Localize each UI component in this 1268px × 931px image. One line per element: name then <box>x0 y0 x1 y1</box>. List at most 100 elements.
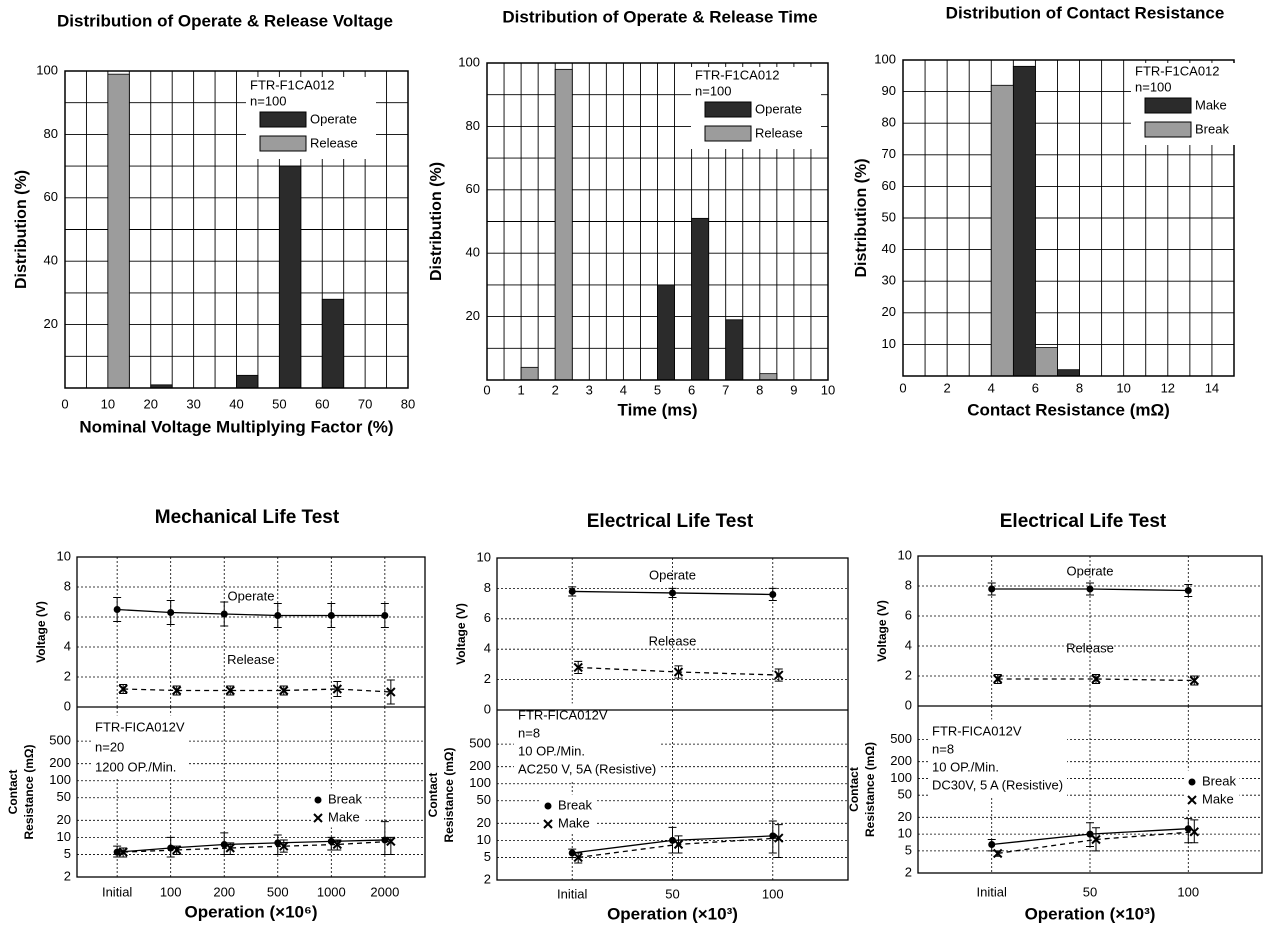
series-label: Release <box>649 633 697 648</box>
marker <box>573 852 583 863</box>
annotation: FTR-F1CA012 <box>1135 63 1220 78</box>
marker <box>1189 675 1199 686</box>
marker <box>1091 834 1101 845</box>
y-tick-label: 10 <box>57 829 71 844</box>
marker <box>1184 825 1192 833</box>
x-tick-label: 2 <box>552 382 559 397</box>
annotation: FTR-FICA012V <box>95 719 185 734</box>
x-tick-label: 12 <box>1161 380 1175 395</box>
marker <box>225 843 235 853</box>
y-tick-label: 60 <box>44 189 58 204</box>
y-tick-label: 20 <box>882 304 896 319</box>
marker <box>274 839 282 847</box>
y-tick-label: 80 <box>882 115 896 130</box>
y-axis-label: Voltage (V) <box>454 603 468 665</box>
marker <box>167 609 175 616</box>
bar <box>1012 65 1036 377</box>
annotation: FTR-FICA012V <box>518 707 608 722</box>
x-tick-label: 500 <box>267 884 289 899</box>
label-background <box>91 715 189 779</box>
y-tick-label: 10 <box>477 549 491 564</box>
y-tick-label: 10 <box>57 548 71 563</box>
marker <box>769 832 777 840</box>
x-axis-label: Operation (×10³) <box>1025 904 1156 923</box>
x-tick-label: 8 <box>1076 380 1083 395</box>
marker <box>171 685 182 696</box>
legend-label: Break <box>1195 121 1229 136</box>
x-axis-label: Nominal Voltage Multiplying Factor (%) <box>79 417 393 436</box>
x-tick-label: 6 <box>688 382 695 397</box>
y-tick-label: 200 <box>469 758 491 773</box>
bar <box>107 73 130 389</box>
bar <box>554 68 573 381</box>
marker <box>381 612 389 619</box>
legend-swatch <box>1144 121 1192 138</box>
x-tick-label: 2 <box>944 380 951 395</box>
y-axis-label: Resistance (mΩ) <box>442 748 456 843</box>
legend-swatch <box>704 101 752 118</box>
bar <box>1035 347 1058 377</box>
x-axis-label: Operation (×10³) <box>607 904 738 923</box>
plot-frame <box>486 62 829 381</box>
y-tick-label: 4 <box>905 637 912 652</box>
y-axis-label: Distribution (%) <box>853 158 870 277</box>
y-axis-label: Contact <box>6 770 20 815</box>
y-tick-label: 50 <box>882 209 896 224</box>
y-tick-label: 40 <box>882 241 896 256</box>
marker <box>774 833 784 843</box>
marker <box>279 841 289 851</box>
legend-label: Release <box>755 125 803 140</box>
y-tick-label: 4 <box>484 641 491 656</box>
y-tick-label: 4 <box>64 638 71 653</box>
y-tick-label: 0 <box>64 698 71 713</box>
legend-swatch <box>704 125 752 142</box>
annotation: 10 OP./Min. <box>932 759 999 774</box>
legend-swatch <box>259 135 307 152</box>
annotation: n=100 <box>695 83 732 98</box>
marker <box>993 674 1003 684</box>
marker <box>171 845 182 855</box>
legend-swatch <box>1144 97 1192 114</box>
marker <box>568 849 576 857</box>
x-tick-label: 10 <box>821 382 835 397</box>
marker <box>279 685 289 696</box>
y-tick-label: 100 <box>874 51 896 66</box>
annotation: n=20 <box>95 739 124 754</box>
marker <box>386 836 396 847</box>
bar <box>321 298 345 389</box>
y-tick-label: 200 <box>49 755 71 770</box>
y-tick-label: 20 <box>477 815 491 830</box>
x-tick-label: 0 <box>483 382 490 397</box>
x-tick-label: Initial <box>557 886 587 901</box>
y-tick-label: 8 <box>64 578 71 593</box>
x-tick-label: 6 <box>1032 380 1039 395</box>
x-tick-label: 0 <box>61 396 68 411</box>
legend-label: Make <box>558 815 590 830</box>
y-tick-label: 30 <box>882 273 896 288</box>
y-tick-label: 60 <box>466 181 480 196</box>
series-label: Release <box>227 652 275 667</box>
legend-marker <box>543 819 553 829</box>
x-axis-label: Operation (×10⁶) <box>185 902 318 921</box>
x-tick-label: 100 <box>160 884 182 899</box>
legend-label: Break <box>328 791 362 806</box>
series-line <box>997 678 1195 682</box>
y-tick-label: 40 <box>44 253 58 268</box>
legend-label: Make <box>328 809 360 824</box>
bar <box>725 319 744 381</box>
y-tick-label: 8 <box>905 577 912 592</box>
x-tick-label: 20 <box>144 396 158 411</box>
y-tick-label: 100 <box>890 770 912 785</box>
y-tick-label: 2 <box>905 667 912 682</box>
x-tick-label: 50 <box>1083 884 1097 899</box>
x-tick-label: 40 <box>229 396 243 411</box>
legend-label: Break <box>1202 773 1236 788</box>
y-tick-label: 500 <box>49 733 71 748</box>
x-tick-label: 60 <box>315 396 329 411</box>
x-tick-label: 3 <box>586 382 593 397</box>
x-tick-label: Initial <box>102 884 132 899</box>
x-tick-label: 10 <box>101 396 115 411</box>
x-tick-label: 0 <box>899 380 906 395</box>
y-tick-label: 5 <box>64 846 71 861</box>
y-tick-label: 50 <box>477 792 491 807</box>
